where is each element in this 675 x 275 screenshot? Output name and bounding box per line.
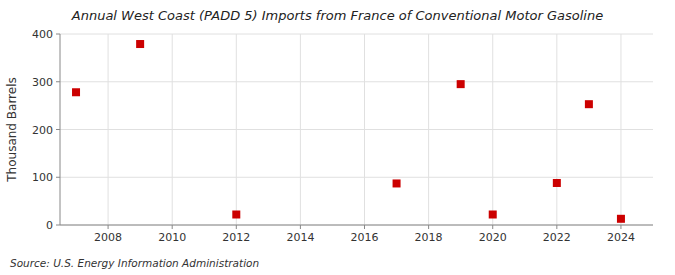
x-tick [236,225,237,229]
grid-line-y [60,177,653,178]
point [617,215,625,223]
x-tick [364,225,365,229]
x-tick [108,225,109,229]
x-tick-label: 2018 [415,231,443,244]
grid [60,34,653,225]
chart-container: 2008 2010 2012 2014 2016 2018 2020 2022 2024 0 100… [0,0,675,275]
y-tick-label: 100 [32,171,53,184]
grid-line-x [108,34,109,225]
y-tick [56,81,60,82]
grid-line-x [364,34,365,225]
x-tick-label: 2022 [543,231,571,244]
y-tick [56,225,60,226]
point [232,210,240,218]
grid-line-x [172,34,173,225]
y-tick [56,34,60,35]
x-tick [620,225,621,229]
x-tick-label: 2020 [479,231,507,244]
point [393,179,401,187]
y-tick-label: 0 [46,219,53,232]
grid-line-y [60,81,653,82]
point [457,80,465,88]
y-tick [56,129,60,130]
points [72,40,625,223]
x-axis-line [60,225,653,226]
x-tick-label: 2024 [607,231,635,244]
point [553,179,561,187]
x-tick [300,225,301,229]
x-tick-label: 2012 [222,231,250,244]
x-tick-label: 2016 [351,231,379,244]
x-tick-label: 2010 [158,231,186,244]
grid-line-x [492,34,493,225]
grid-line-y [60,34,653,35]
grid-line-y [60,225,653,226]
x-tick [492,225,493,229]
point [72,88,80,96]
axes: 2008 2010 2012 2014 2016 2018 2020 2022 2024 0 100… [32,28,653,244]
y-tick-label: 400 [32,28,53,41]
grid-line-x [556,34,557,225]
y-tick [56,177,60,178]
grid-line-x [620,34,621,225]
grid-line-x [428,34,429,225]
chart-svg: 2008 2010 2012 2014 2016 2018 2020 2022 2024 0 100… [0,0,675,275]
x-tick [172,225,173,229]
point [585,100,593,108]
x-tick-label: 2008 [94,231,122,244]
grid-line-x [300,34,301,225]
annotation: Source: U.S. Energy Information Administ… [10,257,259,269]
y-tick-label: 200 [32,124,53,137]
y-axis-label: Thousand Barrels [5,77,19,182]
x-tick [428,225,429,229]
x-tick-label: 2014 [286,231,314,244]
y-tick-label: 300 [32,76,53,89]
grid-line-x [236,34,237,225]
grid-line-y [60,129,653,130]
point [136,40,144,48]
x-tick [556,225,557,229]
chart-title: Annual West Coast (PADD 5) Imports from … [71,8,603,23]
point [489,210,497,218]
